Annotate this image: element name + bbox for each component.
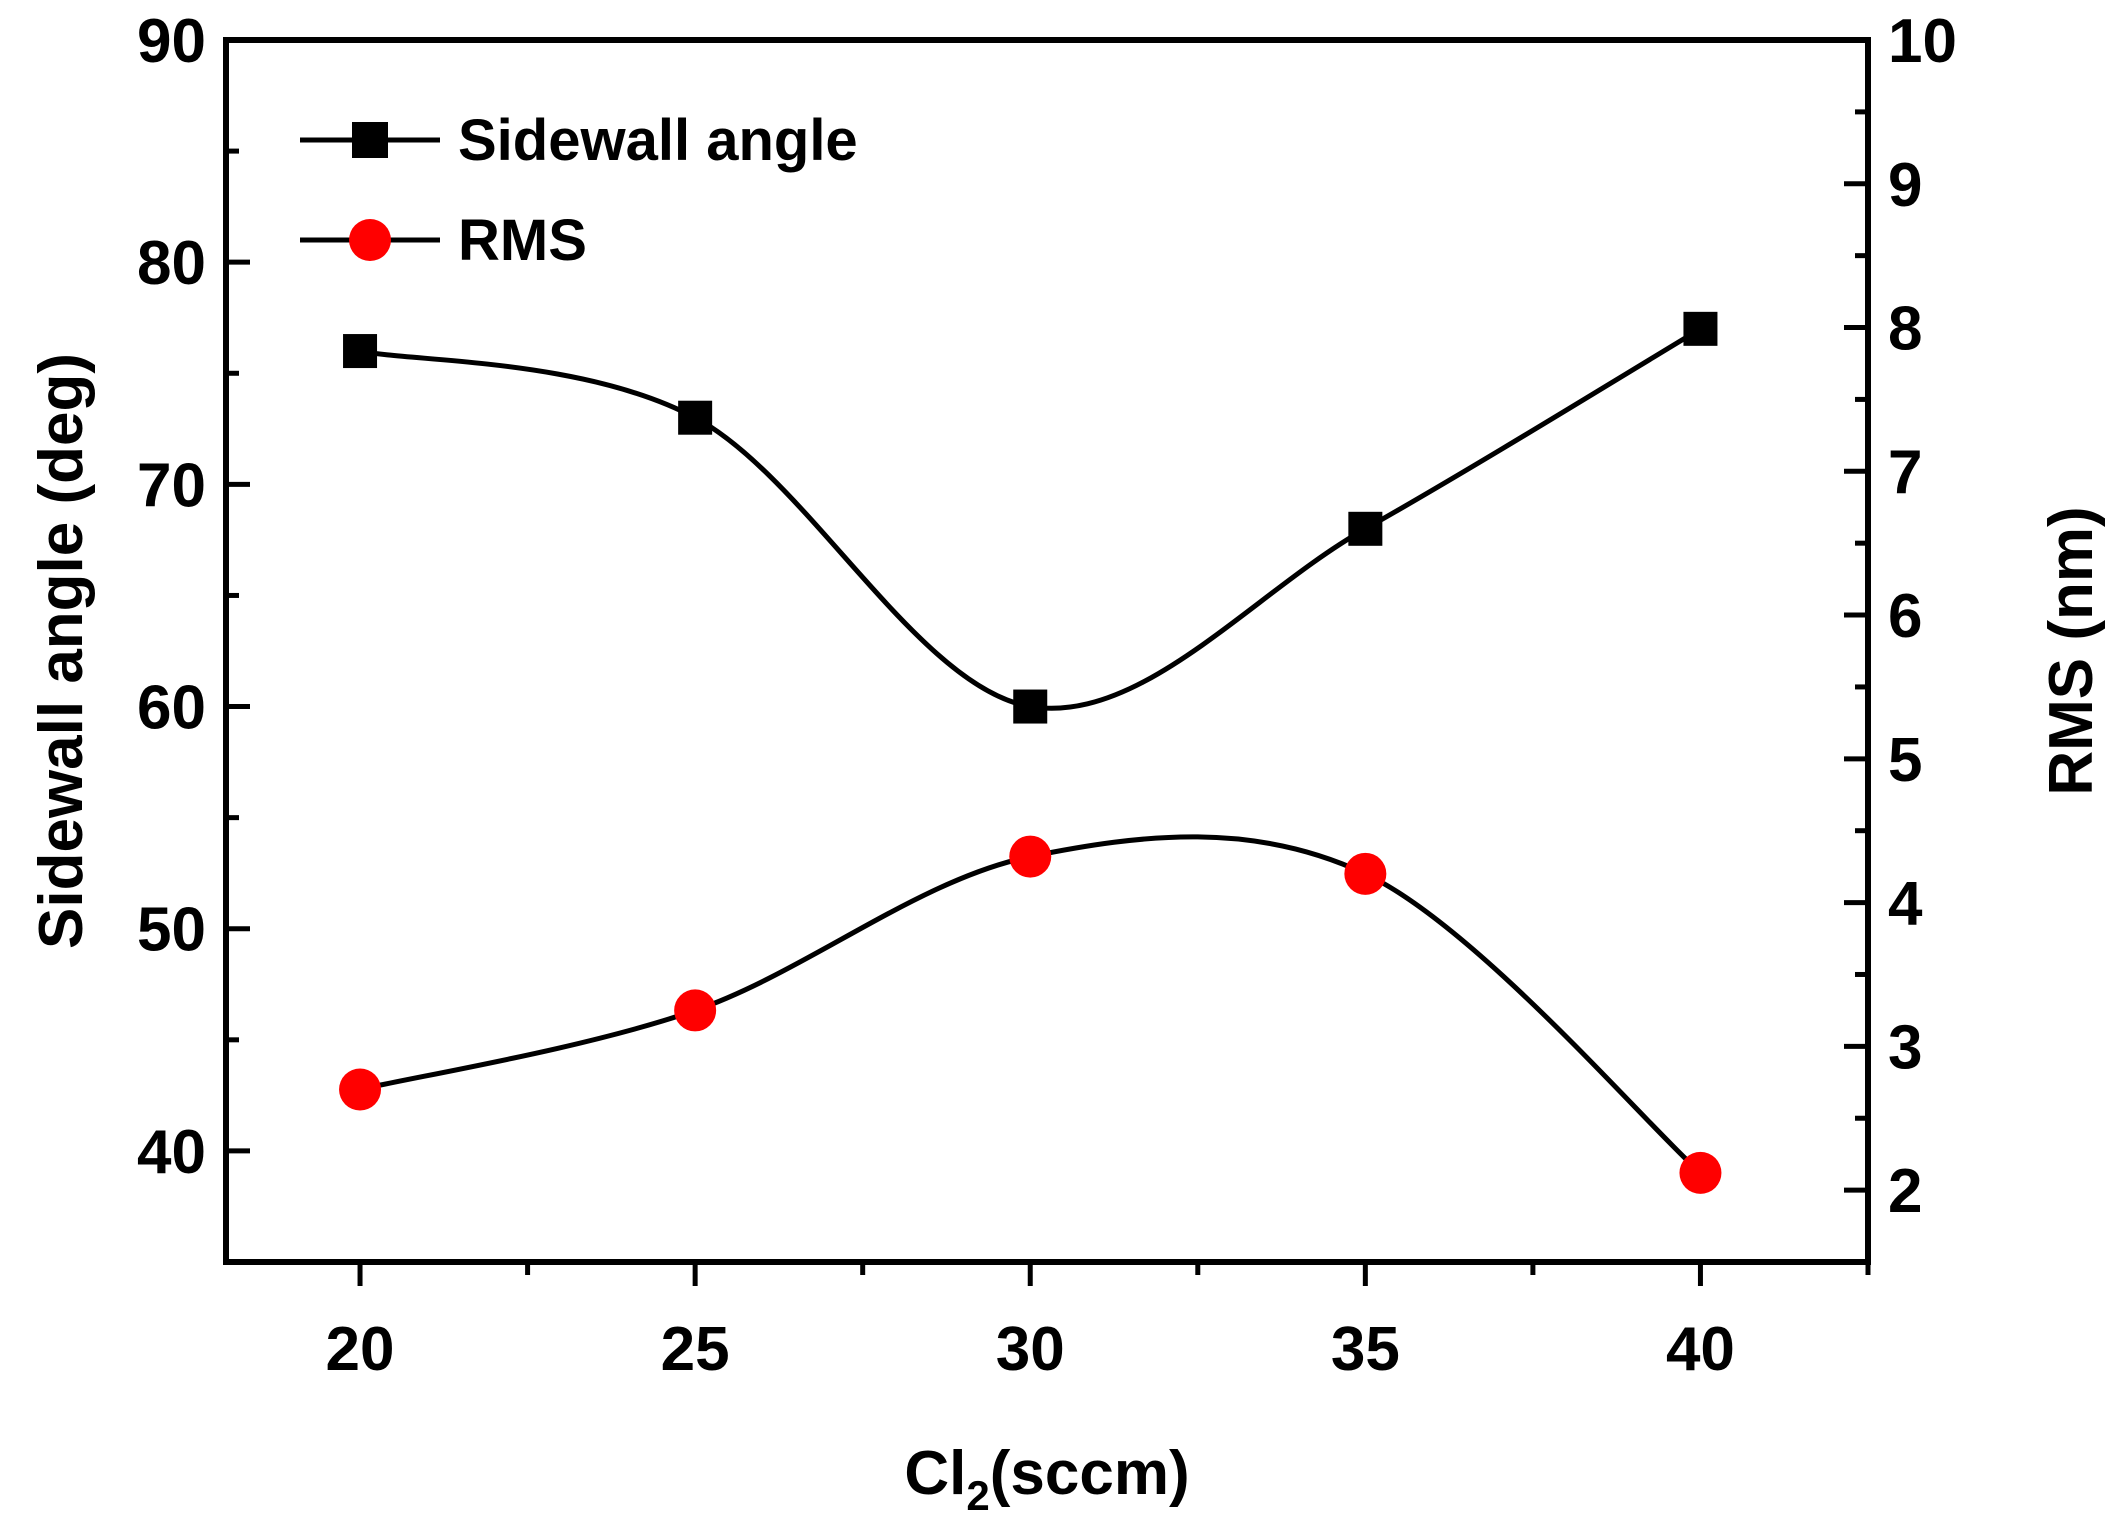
series-point-circle [339, 1068, 382, 1111]
y-right-tick-label: 2 [1888, 1157, 1922, 1226]
y-left-tick-label: 40 [137, 1118, 206, 1187]
series-point-circle [674, 989, 717, 1032]
x-tick-label: 40 [1666, 1315, 1735, 1384]
x-tick-label: 20 [326, 1315, 395, 1384]
y-right-tick-label: 10 [1888, 7, 1957, 76]
y-right-tick-label: 6 [1888, 582, 1922, 651]
x-tick-label: 25 [661, 1315, 730, 1384]
series-point-square [1013, 689, 1048, 724]
series-point-square [343, 334, 378, 369]
legend-marker-circle [349, 219, 391, 261]
legend-marker-square [352, 122, 388, 158]
y-right-tick-label: 5 [1888, 726, 1922, 795]
plot-frame [223, 37, 1871, 1265]
plot-frame-border [223, 37, 1871, 1265]
x-tick-label: 35 [1331, 1315, 1400, 1384]
y-left-tick-label: 60 [137, 674, 206, 743]
series-markers [339, 311, 1722, 1194]
y-left-tick-label: 80 [137, 229, 206, 298]
y-right-tick-label: 9 [1888, 151, 1922, 220]
axis-ticks: 20 25 30 35 40 40 50 60 70 80 90 2 3 4 5 6 7 8 9 10 [137, 7, 1957, 1384]
y-right-axis-title: RMS (nm) [2037, 506, 2106, 795]
y-left-axis-title: Sidewall angle (deg) [27, 353, 96, 949]
legend: Sidewall angle RMS [300, 108, 858, 273]
y-left-tick-label: 70 [137, 451, 206, 520]
y-right-tick-label: 4 [1888, 870, 1923, 939]
x-tick-label: 30 [996, 1315, 1065, 1384]
y-right-tick-label: 7 [1888, 438, 1922, 507]
y-left-tick-label: 90 [137, 7, 206, 76]
series-point-circle [1344, 852, 1387, 895]
series-point-circle [1679, 1151, 1722, 1194]
legend-label: RMS [458, 208, 587, 273]
x-axis-title: Cl2(sccm) [904, 1439, 1189, 1519]
x-axis-title-subscript: 2 [966, 1472, 989, 1519]
x-axis-title-unit: (sccm) [990, 1439, 1190, 1508]
series-line-2 [359, 834, 1703, 1175]
axis-titles: Cl2(sccm)Sidewall angle (deg) RMS (nm) [27, 353, 2106, 1519]
series-point-circle [1009, 835, 1052, 878]
series-line-1 [359, 326, 1702, 711]
x-axis-title-main: Cl [904, 1439, 966, 1508]
y-right-tick-label: 3 [1888, 1013, 1922, 1082]
y-left-tick-label: 50 [137, 896, 206, 965]
y-right-tick-label: 8 [1888, 295, 1922, 364]
series-point-square [1348, 511, 1383, 546]
series-curves [359, 326, 1703, 1175]
series-point-square [678, 400, 713, 435]
legend-label: Sidewall angle [458, 108, 858, 173]
series-point-square [1683, 311, 1718, 346]
